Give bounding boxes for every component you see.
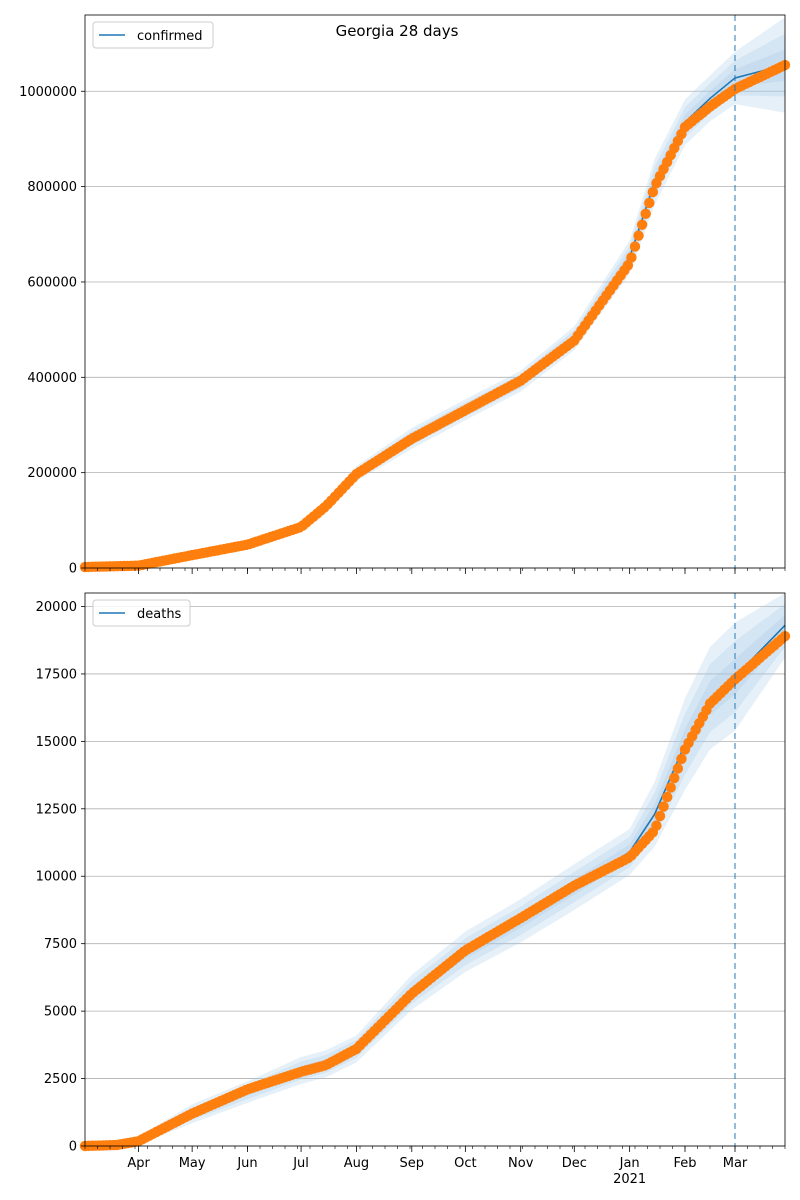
x-tick-label: Feb [673, 1156, 696, 1171]
x-tick-label: Aug [344, 1156, 369, 1171]
x-tick-label: Jan [619, 1156, 640, 1171]
observed-point [654, 810, 666, 822]
y-tick-label: 0 [69, 562, 77, 577]
observed-point [676, 753, 687, 765]
confirmed-panel: 0 200000 400000 600000 800000 1000000 confirme… [19, 14, 791, 577]
y-tick-label: 10000 [36, 870, 77, 885]
y-tick-label: 15000 [36, 735, 77, 750]
legend-deaths: deaths [92, 599, 191, 627]
y-tick-label: 1000000 [19, 85, 77, 100]
observed-point [651, 820, 662, 831]
x-tick-label: Mar [723, 1156, 748, 1171]
observed-point [658, 801, 669, 812]
observed-point [633, 230, 644, 241]
observed-point [644, 197, 655, 209]
axes-frame [84, 14, 786, 569]
uncertainty-band-0 [85, 593, 785, 1146]
uncertainty-band-1 [85, 33, 785, 568]
y-tick-label: 800000 [27, 180, 77, 195]
deaths-panel: 0 2500 5000 7500 10000 12500 15000 17500 20000 de… [36, 592, 791, 1155]
legend-label: deaths [137, 607, 182, 622]
x-tick-label: Oct [454, 1156, 476, 1171]
observed-point [636, 219, 648, 230]
y-tick-label: 0 [69, 1140, 77, 1155]
y-tick-label: 20000 [36, 600, 77, 615]
y-tick-label: 600000 [27, 275, 77, 290]
uncertainty-band-2 [85, 614, 785, 1146]
observed-point [622, 260, 634, 271]
shared-date-axis: Apr May Jun Jul Aug Sep Oct Nov Dec Jan Feb Mar 2021 [127, 568, 748, 1187]
y-tick-label: 17500 [36, 667, 77, 682]
x-tick-label: Nov [508, 1156, 534, 1171]
uncertainty-band-1 [85, 604, 785, 1146]
x-year-label: 2021 [613, 1172, 646, 1187]
observed-point [626, 252, 637, 263]
figure-title: Georgia 28 days [336, 22, 459, 40]
model-line-deaths [84, 624, 786, 1147]
x-tick-label: Dec [562, 1156, 587, 1171]
axes-frame [84, 592, 786, 1147]
x-tick-label: Jul [292, 1156, 309, 1171]
x-tick-label: Sep [400, 1156, 425, 1171]
observed-point [661, 791, 673, 803]
observed-point [669, 772, 680, 784]
y-tick-label: 5000 [44, 1005, 77, 1020]
legend-label: confirmed [137, 29, 203, 44]
y-tick-label: 400000 [27, 371, 77, 386]
y-tick-label: 7500 [44, 937, 77, 952]
observed-points-deaths [79, 630, 791, 1152]
observed-point [647, 186, 659, 198]
observed-points-confirmed [79, 59, 791, 573]
y-tick-label: 200000 [27, 466, 77, 481]
legend-box [92, 599, 191, 627]
observed-point [629, 241, 641, 252]
observed-point [640, 208, 651, 220]
y-tick-label: 2500 [44, 1072, 77, 1087]
x-tick-label: Jun [236, 1156, 257, 1171]
x-tick-label: May [179, 1156, 206, 1171]
observed-point [672, 763, 684, 774]
legend-confirmed: confirmed [92, 21, 214, 49]
legend-box [92, 21, 214, 49]
y-tick-label: 12500 [36, 802, 77, 817]
observed-point [665, 782, 676, 793]
uncertainty-band-0 [85, 17, 785, 568]
x-tick-label: Apr [127, 1156, 150, 1171]
